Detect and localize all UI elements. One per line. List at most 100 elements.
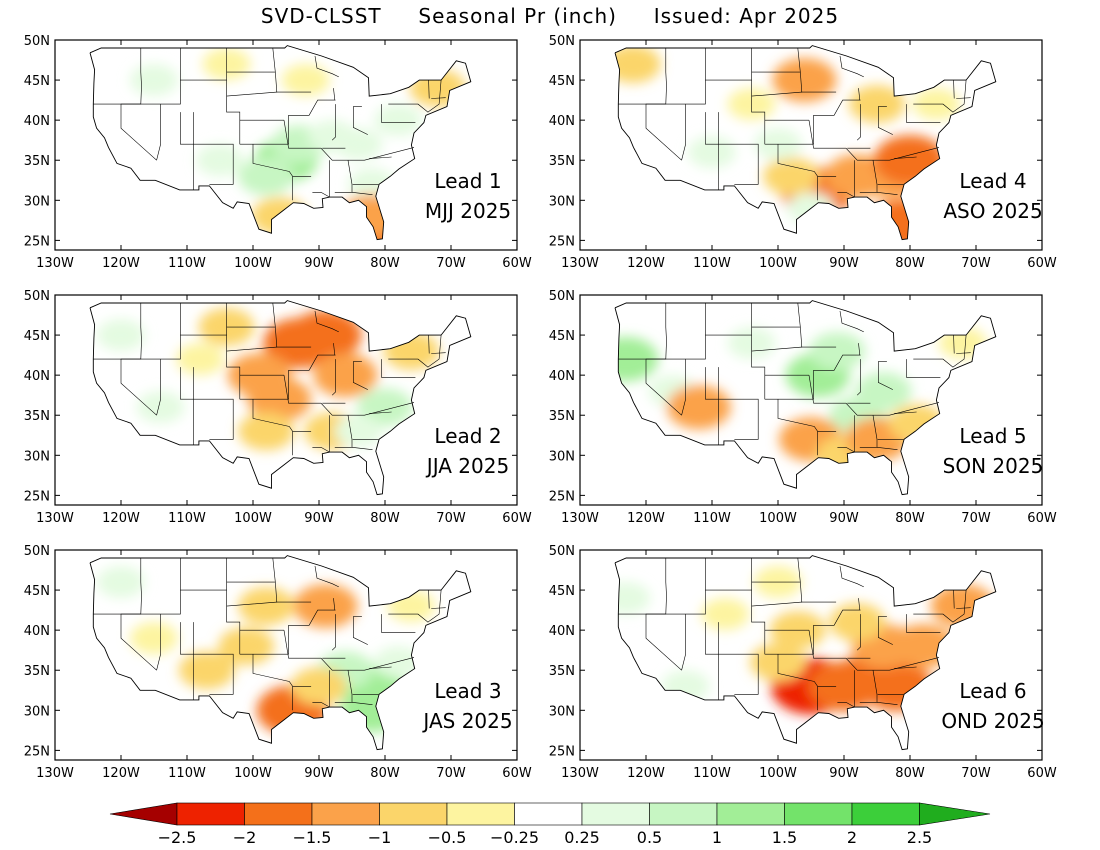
us-outline (614, 555, 997, 751)
lon-tick-label: 80W (370, 766, 400, 781)
state-border (226, 302, 278, 352)
state-border (856, 104, 861, 141)
map-frame (54, 39, 518, 251)
lon-tick-label: 100W (234, 766, 272, 781)
state-border (93, 48, 181, 105)
state-border (226, 557, 278, 607)
state-border (913, 80, 967, 113)
map-frame (579, 294, 1043, 506)
state-border (751, 303, 766, 400)
lat-tick-label: 30N (549, 704, 575, 719)
us-outline (89, 555, 472, 751)
state-border (859, 415, 878, 448)
lon-tick-label: 80W (895, 256, 925, 271)
state-border (288, 354, 336, 400)
anomaly-blob (281, 64, 330, 97)
lead-label: Lead 4 (959, 169, 1026, 193)
lat-tick-label: 40N (549, 114, 575, 129)
season-label: OND 2025 (941, 709, 1044, 733)
state-border (839, 55, 864, 78)
state-border (618, 48, 706, 105)
anomaly-blob (136, 391, 185, 424)
state-border (681, 104, 686, 161)
state-border (876, 447, 898, 450)
anomaly-blob (666, 385, 731, 430)
state-border (705, 367, 759, 440)
state-border (156, 359, 161, 416)
precip-anomaly-field (615, 566, 995, 715)
anomaly-blob (357, 388, 413, 427)
state-border (353, 106, 368, 135)
state-border (953, 590, 955, 609)
state-border (906, 614, 941, 633)
state-border (681, 359, 686, 416)
state-border (876, 702, 898, 705)
map-frame (579, 549, 1043, 761)
map-background (580, 550, 1042, 760)
state-border (837, 702, 855, 708)
colorbar-swatch (784, 802, 853, 826)
lat-tick-label: 45N (24, 329, 50, 344)
state-border (858, 88, 861, 101)
state-border (751, 302, 803, 352)
lon-tick-label: 70W (961, 511, 991, 526)
state-border (334, 415, 353, 448)
state-border (156, 104, 161, 161)
lat-tick-label: 25N (24, 234, 50, 249)
state-border (331, 614, 336, 651)
lon-tick-label: 90W (829, 511, 859, 526)
anomaly-blob (218, 627, 275, 666)
lat-tick-label: 30N (549, 194, 575, 209)
state-border (751, 558, 766, 655)
colorbar-label: 0.5 (637, 828, 662, 847)
state-border (351, 192, 373, 195)
season-label: SON 2025 (943, 454, 1044, 478)
anomaly-blob (130, 64, 178, 97)
anomaly-blob (176, 343, 225, 376)
state-border (956, 607, 971, 609)
colorbar-label: 0.25 (564, 828, 600, 847)
lon-tick-label: 120W (627, 511, 665, 526)
colorbar-label: −0.5 (428, 828, 467, 847)
state-border (813, 354, 861, 400)
state-border (331, 104, 336, 141)
lon-tick-label: 120W (102, 511, 140, 526)
lon-tick-label: 110W (168, 256, 206, 271)
map-panel-2: 130W 120W 110W 100W 90W 80W 70W 60W 50N 45N 40N 35N… (549, 34, 1057, 271)
season-label: MJJ 2025 (425, 199, 511, 223)
lat-tick-label: 40N (549, 369, 575, 384)
state-border (180, 367, 234, 440)
lon-tick-label: 110W (693, 766, 731, 781)
state-border (428, 80, 430, 99)
state-border (226, 558, 241, 655)
state-border (858, 598, 861, 611)
lat-tick-label: 50N (24, 544, 50, 559)
anomaly-blob (374, 646, 423, 679)
lon-tick-label: 100W (234, 511, 272, 526)
lat-tick-label: 40N (24, 369, 50, 384)
state-border (906, 104, 941, 123)
state-border (252, 399, 293, 456)
lat-tick-label: 25N (549, 234, 575, 249)
lat-tick-label: 45N (549, 584, 575, 599)
state-border (618, 558, 706, 615)
colorbar: −2.5 −2 −1.5 −1 −0.5 −0.25 0.25 0.5 1 1.5 2 2.5 (109, 802, 991, 847)
state-border (859, 160, 878, 193)
state-border (858, 343, 861, 356)
state-border (808, 630, 940, 671)
lead-label: Lead 3 (434, 679, 501, 703)
lead-label: Lead 1 (434, 169, 501, 193)
state-border (813, 609, 861, 655)
state-border (878, 106, 893, 135)
anomaly-blob (291, 667, 347, 706)
state-border (777, 144, 818, 201)
lat-tick-label: 50N (24, 289, 50, 304)
lon-tick-label: 80W (895, 766, 925, 781)
state-border (334, 160, 353, 193)
lat-tick-label: 45N (24, 584, 50, 599)
lon-tick-label: 100W (234, 256, 272, 271)
lon-tick-label: 100W (759, 766, 797, 781)
anomaly-blob (313, 353, 378, 398)
lon-tick-label: 60W (1027, 511, 1057, 526)
